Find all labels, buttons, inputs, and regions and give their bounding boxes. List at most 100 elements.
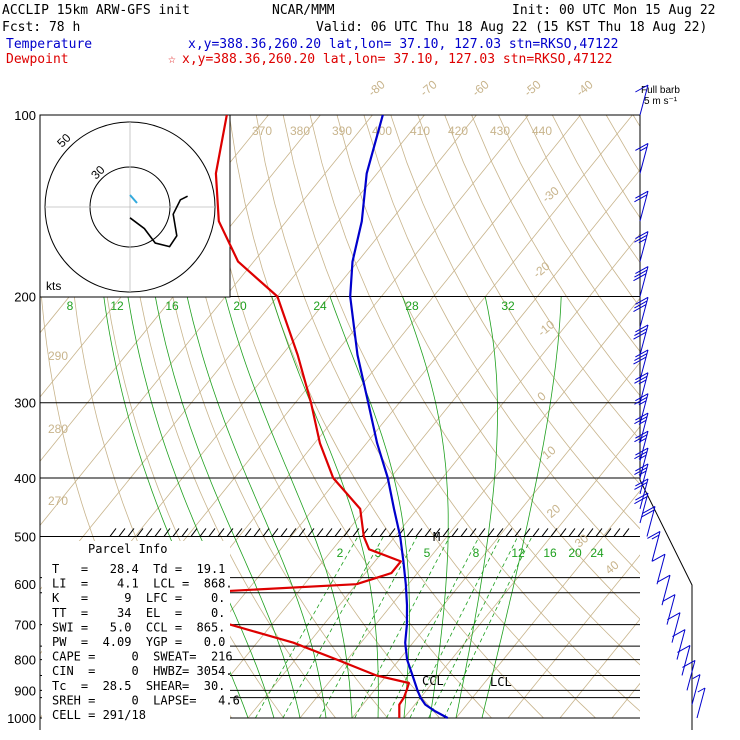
barb-flag [635,296,649,305]
wind-barb [635,84,649,116]
barb-staff [639,349,649,381]
barb-staff [639,143,649,174]
barb-flag [638,419,647,425]
level-hatch [469,528,477,537]
barb-flag [635,393,649,402]
level-hatch [577,528,585,537]
barb-staff [639,324,649,356]
level-hatch [478,528,486,537]
wind-barb [672,629,686,660]
isotherm [403,426,640,719]
wind-barb [634,492,649,524]
theta-label: 400 [372,124,392,138]
barb-flag [652,553,666,562]
star-icon: ☆ [168,52,176,67]
level-hatch [532,528,540,537]
barb-flag [635,372,649,381]
barb-flag [634,416,648,425]
barb-flag [633,331,647,340]
parcel-info-background [42,541,230,727]
barb-flag [697,687,706,693]
mixing-ratio-line [354,536,451,719]
m-marker: M [433,530,440,544]
isotherm [247,233,640,719]
level-hatch [352,528,360,537]
level-hatch [181,528,189,537]
barb-flag [635,349,649,358]
mixing-ratio-line [428,536,519,719]
barb-flag [657,574,671,583]
mixing-ratio-line [255,536,359,719]
hodograph-line [129,195,188,248]
mixing-ratio-label: 28 [405,299,419,313]
pressure-label: 600 [14,577,36,592]
level-hatch [424,528,432,537]
wind-barb [634,393,649,424]
isotherm [351,361,640,719]
barb-flag [641,509,655,518]
mixing-ratio-label: 12 [110,299,124,313]
barb-flag [634,434,648,443]
isotherm [40,115,321,462]
barb-flag [692,674,701,680]
init-time: Init: 00 UTC Mon 15 Aug 22 [512,3,716,18]
dewpoint-curve [123,115,410,718]
barb-staff [651,531,661,562]
ccl-marker: CCL [422,674,444,688]
pressure-label: 500 [14,529,36,544]
level-hatch [541,528,549,537]
barb-flag [642,506,656,514]
wind-barb [633,349,649,381]
barb-flag [633,273,647,282]
isotherm [40,115,425,591]
mixing-ratio-label: 2 [337,546,344,560]
barb-flag [633,356,647,365]
level-hatch [190,528,198,537]
level-hatch [226,528,234,537]
thermo-grid [40,115,640,719]
theta-label: 410 [410,124,430,138]
level-hatch [316,528,324,537]
wind-barb [634,231,649,262]
barb-flag [635,324,649,333]
parcel-info-row: CELL = 291/18 [52,708,146,722]
level-hatch [145,528,153,537]
hodograph: 50 30 kts [39,114,231,298]
barb-flag [634,496,648,505]
barb-staff [639,297,649,328]
isotherm [507,554,640,719]
mixing-ratio-label: 8 [473,546,480,560]
barb-flag [667,612,681,621]
barb-flag [634,328,648,336]
level-hatch [460,528,468,537]
parcel-info-row: SWI = 5.0 CCL = 865. [52,620,225,634]
level-hatch [163,528,171,537]
moist-adiabat [154,296,301,719]
barb-flag [634,482,648,490]
mixing-ratio-label: 12 [511,546,525,560]
hodograph-trace [129,195,188,248]
parcel-info-row: CAPE = 0 SWEAT= 216 [52,650,233,664]
pressure-label: 200 [14,290,36,305]
mixing-ratio-label: 24 [590,546,604,560]
moist-adiabat [271,296,379,719]
dry-adiabat [363,115,640,575]
theta-label: 430 [490,124,510,138]
parcel-info-title: Parcel Info [88,542,167,556]
mixing-ratio-label: 5 [424,546,431,560]
pressure-label: 400 [14,471,36,486]
dry-adiabat [309,115,640,666]
wind-barb [633,324,649,356]
level-hatch [235,528,243,537]
pressure-label: 800 [14,653,36,668]
barb-flag [638,238,647,244]
level-hatch [334,528,342,537]
barb-staff [639,492,649,524]
barb-flag [635,478,649,487]
barb-flag [634,300,648,309]
barb-staff [639,393,649,424]
wind-barb [657,574,671,606]
barb-staff [639,447,649,479]
org-label: NCAR/MMM [272,3,335,18]
